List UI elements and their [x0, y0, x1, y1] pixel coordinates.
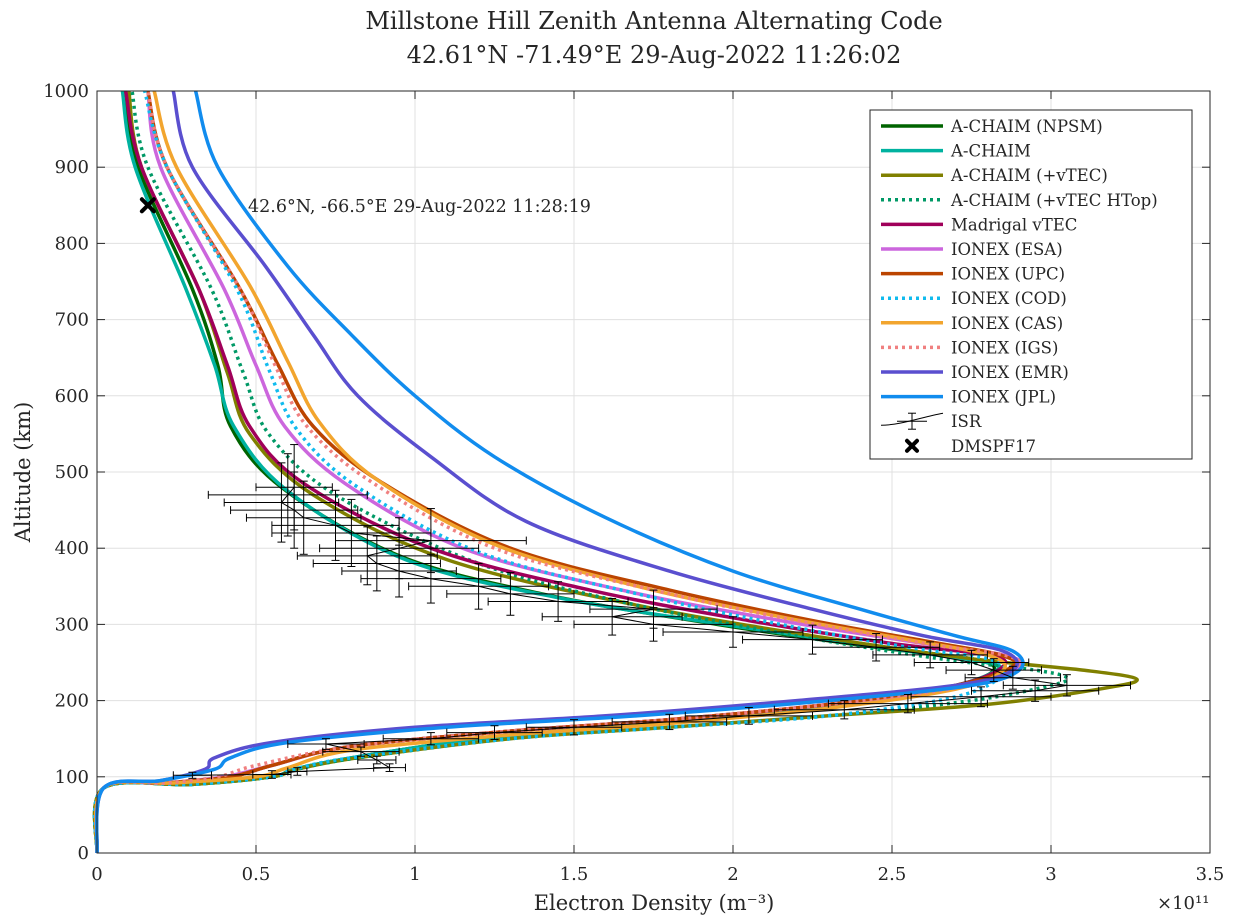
legend-label: IONEX (ESA) — [951, 240, 1063, 259]
axis-ticks: 0 0.5 1 1.5 2 2.5 3 3.5 0 100 200 300 400 500 600 700 80… — [43, 81, 1224, 885]
dmsp-marker — [139, 197, 156, 214]
series-line — [92, 90, 1007, 854]
legend-label: IONEX (JPL) — [951, 388, 1056, 407]
isr-line — [192, 486, 1067, 776]
annotation: 42.6°N, -66.5°E 29-Aug-2022 11:28:19 — [248, 197, 591, 217]
y-tick-label: 400 — [55, 538, 89, 559]
legend-label-isr: ISR — [951, 412, 982, 431]
y-tick-label: 100 — [55, 767, 89, 788]
x-multiplier: ×10¹¹ — [1157, 893, 1209, 914]
x-axis-label: Electron Density (m⁻³) — [534, 891, 775, 915]
y-tick-label: 1000 — [43, 81, 89, 102]
y-tick-label: 800 — [55, 233, 89, 254]
legend-label: IONEX (COD) — [951, 289, 1067, 308]
series-line — [94, 90, 1019, 854]
x-tick-label: 1 — [409, 864, 420, 885]
y-tick-label: 200 — [55, 691, 89, 712]
series-line — [92, 90, 1070, 854]
legend-label: A-CHAIM (+vTEC) — [950, 166, 1108, 185]
legend-label: A-CHAIM (NPSM) — [950, 117, 1103, 136]
legend-label: IONEX (EMR) — [951, 363, 1069, 382]
y-tick-label: 700 — [55, 310, 89, 331]
x-tick-label: 3 — [1045, 864, 1056, 885]
x-tick-label: 0.5 — [242, 864, 271, 885]
x-tick-label: 0 — [91, 864, 102, 885]
x-tick-label: 2 — [727, 864, 738, 885]
series-lines — [92, 90, 1139, 854]
series-line — [94, 90, 1025, 854]
legend-box — [869, 109, 1193, 460]
legend-label: IONEX (CAS) — [951, 314, 1063, 333]
legend-label-dmsp: DMSPF17 — [951, 437, 1036, 456]
legend-label: Madrigal vTEC — [951, 215, 1077, 234]
x-tick-label: 2.5 — [878, 864, 907, 885]
y-tick-label: 300 — [55, 614, 89, 635]
x-tick-label: 1.5 — [560, 864, 589, 885]
y-tick-label: 0 — [78, 843, 89, 864]
y-tick-label: 600 — [55, 386, 89, 407]
y-tick-label: 900 — [55, 157, 89, 178]
isr-error-bars — [172, 444, 1131, 780]
legend-label: A-CHAIM — [950, 142, 1031, 161]
chart-title: Millstone Hill Zenith Antenna Alternatin… — [365, 7, 942, 35]
legend-label: IONEX (IGS) — [951, 338, 1058, 357]
chart-subtitle: 42.61°N -71.49°E 29-Aug-2022 11:26:02 — [407, 41, 902, 69]
legend-dmsp-marker — [905, 438, 919, 453]
legend-label: IONEX (UPC) — [951, 265, 1065, 284]
dmsp-marker-group — [139, 197, 156, 214]
legend-label: A-CHAIM (+vTEC HTop) — [950, 191, 1158, 210]
x-tick-label: 3.5 — [1196, 864, 1225, 885]
legend: A-CHAIM (NPSM) A-CHAIM A-CHAIM (+vTEC) A-CH… — [869, 109, 1193, 460]
y-tick-label: 500 — [55, 462, 89, 483]
y-axis-label: Altitude (km) — [11, 402, 35, 544]
